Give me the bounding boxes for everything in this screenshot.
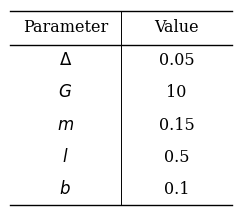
Text: 0.1: 0.1 [164, 181, 189, 198]
Text: 0.15: 0.15 [159, 117, 195, 134]
Text: $m$: $m$ [57, 117, 74, 134]
Text: 0.5: 0.5 [164, 149, 189, 166]
Text: $G$: $G$ [58, 85, 72, 101]
Text: $b$: $b$ [60, 180, 71, 198]
Text: $\Delta$: $\Delta$ [59, 52, 72, 69]
Text: Parameter: Parameter [23, 19, 108, 36]
Text: 10: 10 [166, 85, 187, 101]
Text: $l$: $l$ [62, 148, 68, 166]
Text: Value: Value [154, 19, 199, 36]
Text: 0.05: 0.05 [159, 52, 195, 69]
